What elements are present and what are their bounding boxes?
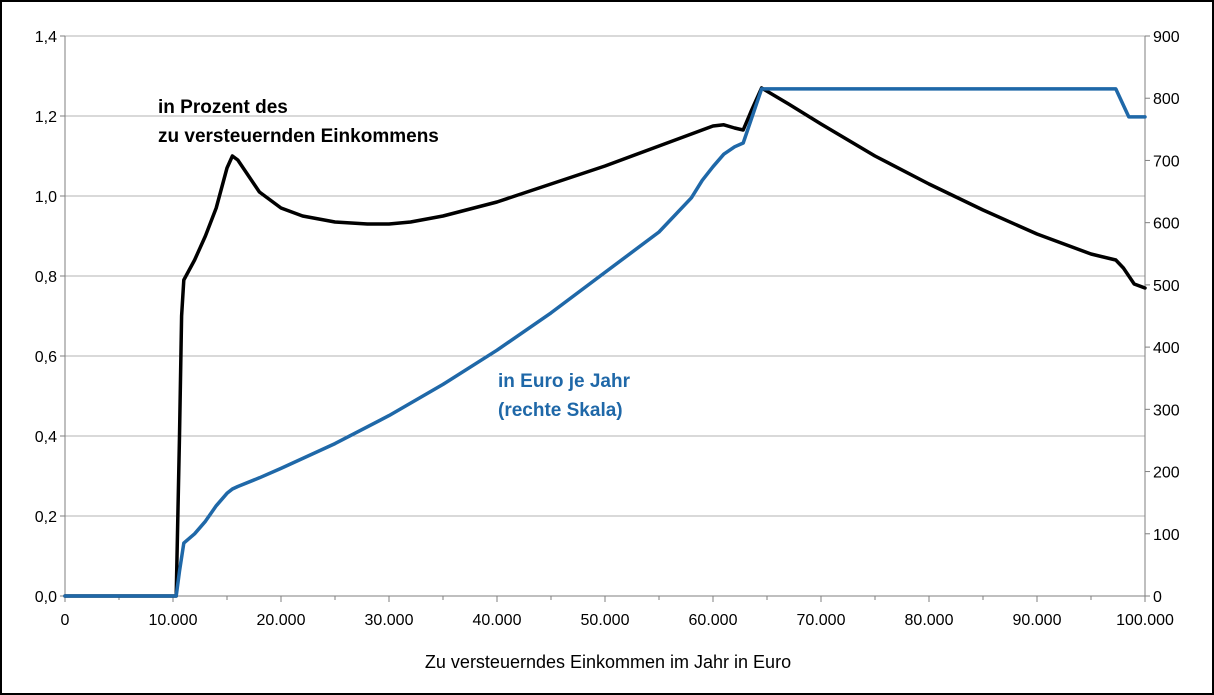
y-right-tick-label: 0 <box>1153 589 1162 606</box>
y-right-tick-label: 700 <box>1153 153 1180 170</box>
y-left-tick-label: 1,4 <box>35 29 57 46</box>
x-tick-label: 30.000 <box>365 612 414 629</box>
y-right-tick-label: 900 <box>1153 29 1180 46</box>
annotation-euro-line-1: in Euro je Jahr <box>498 371 631 392</box>
gridlines <box>65 35 1145 517</box>
y-left-tick-label: 1,0 <box>35 189 57 206</box>
annotation-percent-line-2: zu versteuernden Einkommens <box>158 126 439 147</box>
x-tick-label: 20.000 <box>257 612 306 629</box>
x-tick-label: 60.000 <box>689 612 738 629</box>
x-tick-label: 70.000 <box>797 612 846 629</box>
y-right-tick-label: 600 <box>1153 216 1180 233</box>
y-right-tick-label: 800 <box>1153 91 1180 108</box>
tick-labels: 0,0 0,2 0,4 0,6 0,8 1,0 1,2 1,4 0 100 200 300 400 500… <box>35 29 1180 629</box>
y-right-tick-label: 200 <box>1153 465 1180 482</box>
x-tick-label: 90.000 <box>1013 612 1062 629</box>
annotation-percent-line-1: in Prozent des <box>158 97 288 118</box>
y-left-tick-label: 0,6 <box>35 349 57 366</box>
y-right-tick-label: 500 <box>1153 278 1180 295</box>
series-line-percent <box>63 86 1147 598</box>
annotation-percent: in Prozent des zu versteuernden Einkomme… <box>158 97 439 147</box>
x-tick-label: 50.000 <box>581 612 630 629</box>
y-left-tick-label: 0,4 <box>35 429 57 446</box>
x-tick-label: 40.000 <box>473 612 522 629</box>
axes <box>60 35 1150 602</box>
y-right-tick-label: 400 <box>1153 340 1180 357</box>
x-tick-label: 100.000 <box>1116 612 1174 629</box>
x-tick-label: 0 <box>61 612 70 629</box>
series-line-euro <box>63 87 1147 598</box>
y-left-tick-label: 0,8 <box>35 269 57 286</box>
annotation-euro: in Euro je Jahr (rechte Skala) <box>498 371 635 421</box>
annotation-euro-line-2: (rechte Skala) <box>498 400 623 421</box>
x-tick-label: 80.000 <box>905 612 954 629</box>
y-left-tick-label: 0,0 <box>35 589 57 606</box>
y-left-tick-label: 1,2 <box>35 109 57 126</box>
y-right-tick-label: 300 <box>1153 402 1180 419</box>
x-tick-label: 10.000 <box>149 612 198 629</box>
y-right-tick-label: 100 <box>1153 527 1180 544</box>
x-axis-title: Zu versteuerndes Einkommen im Jahr in Eu… <box>425 652 791 672</box>
series-layer <box>63 86 1147 598</box>
y-left-tick-label: 0,2 <box>35 509 57 526</box>
